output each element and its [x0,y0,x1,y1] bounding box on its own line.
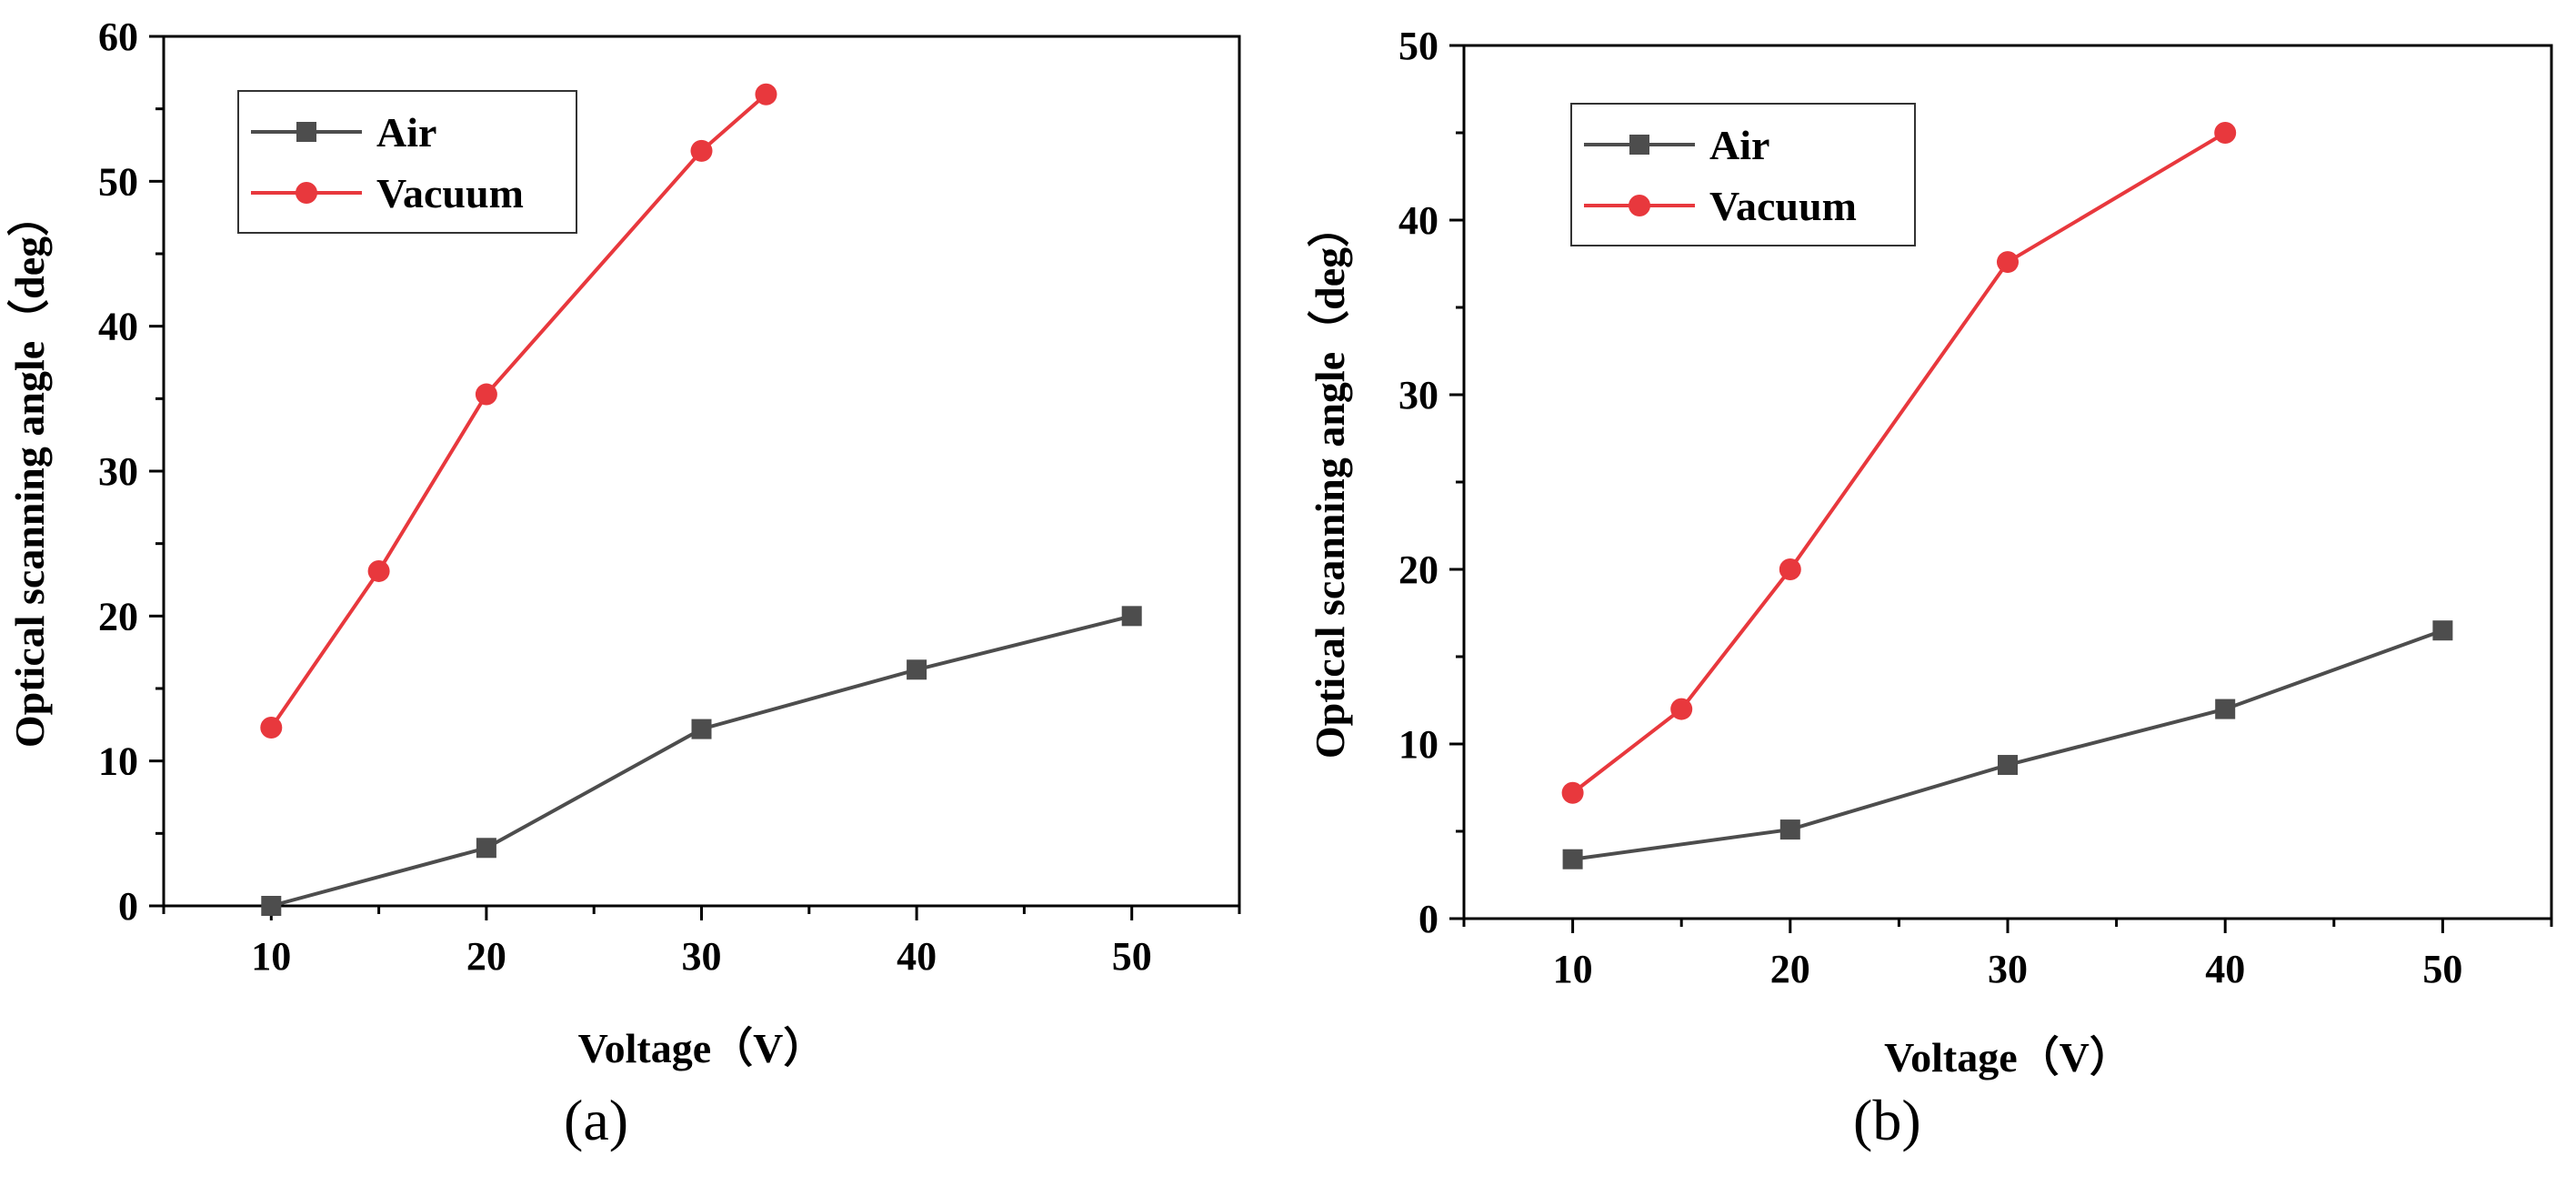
y-tick-label: 0 [118,884,138,929]
y-tick-label: 0 [1418,897,1438,941]
y-tick-label: 60 [98,15,138,59]
y-tick-label: 20 [1398,548,1438,592]
legend-label-vacuum: Vacuum [1709,183,1857,229]
x-tick-label: 30 [682,934,722,979]
x-axis-label: Voltage（V） [578,1025,826,1071]
x-tick-label: 10 [251,934,291,979]
y-tick-label: 50 [98,159,138,204]
x-tick-label: 50 [2422,947,2462,991]
data-point-air [1998,755,2018,776]
x-axis-label: Voltage（V） [1884,1034,2131,1080]
x-tick-label: 30 [1988,947,2028,991]
x-tick-label: 20 [1770,947,1810,991]
y-tick-label: 40 [1398,198,1438,243]
y-tick-label: 10 [1398,722,1438,767]
data-point-vacuum [1997,251,2019,274]
y-tick-label: 30 [98,449,138,494]
legend-marker-air [1629,135,1649,155]
y-tick-label: 50 [1398,24,1438,68]
chart-panel-a: 10 20 30 40 50 0 10 20 30 40 50 60 Voltage（V） Optical… [6,15,1241,1071]
panel-caption-a: (a) [564,1088,629,1152]
data-point-vacuum [1561,781,1584,804]
legend-label-vacuum: Vacuum [376,170,524,216]
data-point-vacuum [690,139,713,162]
y-axis-label: Optical scanning angle（deg） [6,195,53,748]
x-tick-label: 50 [1112,934,1152,979]
legend-box [237,90,577,234]
data-point-air [1779,819,1800,840]
legend-marker-vacuum [296,182,317,204]
data-point-air [2215,699,2236,719]
legend-marker-air [296,122,316,142]
data-point-vacuum [260,717,283,739]
x-tick-label: 40 [897,934,937,979]
x-tick-label: 10 [1553,947,1593,991]
data-point-air [2432,620,2453,641]
data-point-air [476,838,496,859]
y-tick-label: 40 [98,305,138,349]
y-axis-label: Optical scanning angle（deg） [1307,206,1353,759]
data-point-vacuum [1779,558,1801,580]
series-line-air [270,614,1133,908]
x-tick-label: 20 [466,934,506,979]
chart-panel-b: 10 20 30 40 50 0 10 20 30 40 50 Voltage（V） Optical s… [1307,24,2553,1080]
data-point-air [1562,849,1583,869]
data-point-vacuum [2214,122,2237,144]
legend-label-air: Air [376,109,436,156]
data-point-air [691,719,712,739]
y-tick-label: 30 [1398,373,1438,417]
y-tick-label: 10 [98,739,138,784]
data-point-vacuum [755,83,777,106]
legend-marker-vacuum [1629,195,1650,216]
data-point-air [907,659,927,680]
legend-box [1570,103,1916,246]
data-point-vacuum [367,559,390,582]
x-tick-label: 40 [2205,947,2245,991]
data-point-vacuum [475,383,497,406]
data-point-air [1121,606,1142,627]
y-tick-label: 20 [98,594,138,638]
panel-caption-b: (b) [1853,1088,1921,1152]
data-point-air [261,896,282,916]
legend-label-air: Air [1709,122,1769,168]
data-point-vacuum [1670,698,1693,720]
series-line-air [1572,628,2444,861]
